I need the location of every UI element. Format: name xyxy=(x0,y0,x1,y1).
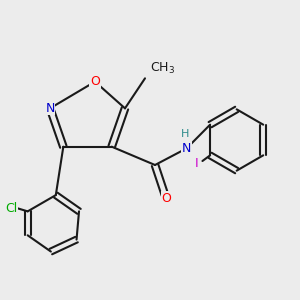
Text: CH$_3$: CH$_3$ xyxy=(150,61,175,76)
Text: N: N xyxy=(182,142,191,155)
Text: Cl: Cl xyxy=(5,202,17,214)
Text: O: O xyxy=(90,75,100,88)
Text: O: O xyxy=(162,192,172,205)
Text: N: N xyxy=(45,102,55,115)
Text: I: I xyxy=(195,157,199,170)
Text: H: H xyxy=(181,129,189,139)
